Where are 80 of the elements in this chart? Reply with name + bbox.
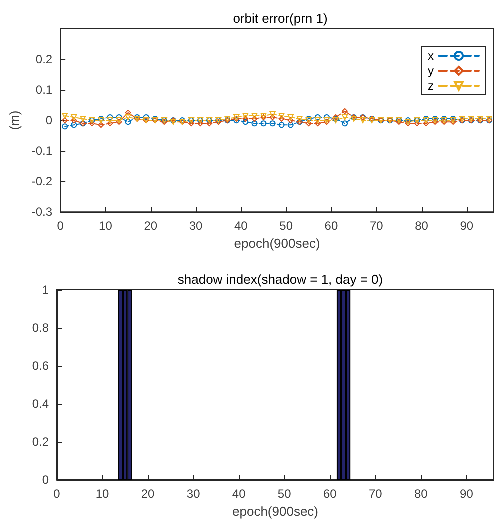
point [270, 120, 276, 127]
x-tick-label: 80 [414, 487, 428, 501]
point [270, 114, 276, 120]
point [296, 116, 303, 122]
x-tick-label: 0 [57, 219, 64, 234]
x-tick-label: 70 [368, 487, 383, 501]
point [188, 120, 195, 127]
point [342, 120, 348, 127]
point [314, 114, 321, 120]
point [71, 118, 78, 124]
point [98, 122, 104, 128]
point [198, 120, 204, 127]
y-tick-label: 0.2 [32, 435, 50, 449]
point [80, 116, 86, 122]
point [324, 114, 330, 120]
x-tick-label: 20 [141, 487, 156, 501]
point [89, 120, 96, 127]
y-tick-label: 0.1 [36, 83, 53, 98]
x-tick-label: 90 [460, 487, 474, 501]
point [423, 120, 430, 127]
chart-title: orbit error(prn 1) [233, 11, 328, 26]
point [342, 108, 348, 114]
point [125, 110, 132, 116]
legend-label: z [428, 79, 434, 93]
y-tick-label: 0 [46, 114, 53, 128]
y-tick-label: -0.1 [32, 144, 53, 158]
point [242, 119, 249, 126]
x-tick-label: 60 [323, 487, 338, 501]
x-tick-label: 40 [234, 219, 248, 234]
x-tick-label: 60 [324, 219, 338, 234]
point [116, 114, 122, 120]
x-tick-label: 70 [370, 219, 384, 234]
y-tick-label: 0.4 [32, 397, 50, 411]
x-tick-label: 10 [99, 219, 113, 234]
y-tick-label: 0 [42, 473, 50, 487]
x-tick-label: 80 [415, 219, 429, 234]
point [62, 118, 68, 124]
point [252, 120, 258, 127]
point [71, 122, 78, 128]
y-tick-label: -0.3 [32, 205, 53, 220]
point [107, 118, 114, 124]
x-axis-title: epoch(900sec) [234, 236, 320, 251]
point [288, 122, 294, 128]
x-tick-label: 30 [186, 487, 201, 501]
x-tick-label: 90 [460, 219, 474, 234]
y-tick-label: -0.2 [32, 174, 53, 189]
y-tick-label: 0.2 [36, 52, 53, 67]
point [143, 114, 150, 120]
x-tick-label: 50 [278, 487, 292, 501]
point [278, 122, 285, 128]
point [242, 116, 249, 122]
point [107, 120, 114, 127]
y-tick-label: 1 [42, 283, 50, 297]
x-tick-label: 10 [96, 487, 110, 501]
point [71, 114, 78, 120]
point [314, 120, 321, 127]
x-tick-label: 20 [144, 219, 158, 234]
point [360, 118, 366, 124]
point [206, 120, 213, 127]
point [342, 114, 348, 120]
point [260, 120, 267, 127]
point [107, 114, 114, 120]
y-tick-label: 0.6 [32, 359, 50, 373]
point [125, 119, 132, 126]
point [62, 124, 68, 130]
point [288, 118, 294, 124]
x-tick-label: 50 [280, 219, 294, 234]
y-tick-label: 0.8 [32, 321, 50, 335]
legend-label: x [428, 49, 434, 63]
point [414, 120, 420, 127]
legend-label: y [428, 64, 434, 78]
point [278, 116, 285, 122]
chart-title: shadow index(shadow = 1, day = 0) [178, 272, 384, 287]
point [306, 120, 312, 127]
point [252, 116, 258, 122]
x-tick-label: 40 [232, 487, 246, 501]
point [314, 118, 321, 124]
y-axis-title: (m) [7, 110, 22, 130]
x-tick-label: 30 [189, 219, 204, 234]
x-axis-title: epoch(900sec) [232, 504, 318, 519]
